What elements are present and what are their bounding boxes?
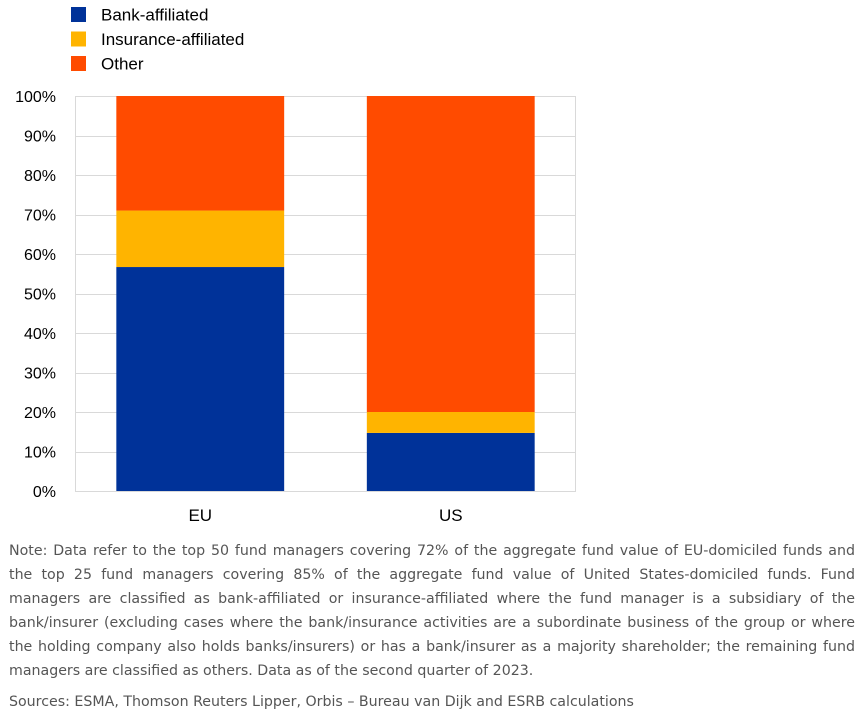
y-tick-label: 100% xyxy=(15,89,56,106)
legend-swatch xyxy=(71,7,86,22)
x-tick-label: EU xyxy=(188,506,212,525)
y-tick-label: 90% xyxy=(24,129,56,146)
legend-label: Bank-affiliated xyxy=(101,6,208,25)
legend-label: Other xyxy=(101,55,144,74)
chart-legend: Bank-affiliated Insurance-affiliated Other xyxy=(71,6,244,74)
bar-segment xyxy=(116,267,285,491)
stacked-bar-chart: Bank-affiliated Insurance-affiliated Other… xyxy=(15,6,576,525)
y-tick-label: 0% xyxy=(33,484,56,501)
y-axis-tick-labels: 0% 10% 20% 30% 40% 50% 60% 70% 80% 90% 100% xyxy=(15,89,56,501)
y-tick-label: 30% xyxy=(24,366,56,383)
chart-note: Note: Data refer to the top 50 fund mana… xyxy=(9,543,855,679)
x-axis-tick-labels: EU US xyxy=(188,506,462,525)
y-tick-label: 70% xyxy=(24,208,56,225)
bar-segment xyxy=(366,432,535,491)
y-tick-label: 50% xyxy=(24,287,56,304)
y-tick-label: 10% xyxy=(24,445,56,462)
legend-label: Insurance-affiliated xyxy=(101,30,244,49)
y-tick-label: 40% xyxy=(24,326,56,343)
bars xyxy=(116,96,535,491)
bar-segment xyxy=(366,412,535,433)
legend-swatch xyxy=(71,56,86,71)
legend-swatch xyxy=(71,31,86,47)
bar-segment xyxy=(116,210,285,268)
x-tick-label: US xyxy=(439,506,463,525)
chart-sources: Sources: ESMA, Thomson Reuters Lipper, O… xyxy=(9,694,634,710)
y-tick-label: 20% xyxy=(24,405,56,422)
y-tick-label: 60% xyxy=(24,247,56,264)
bar-segment xyxy=(366,96,535,412)
bar-segment xyxy=(116,96,285,211)
y-tick-label: 80% xyxy=(24,168,56,185)
